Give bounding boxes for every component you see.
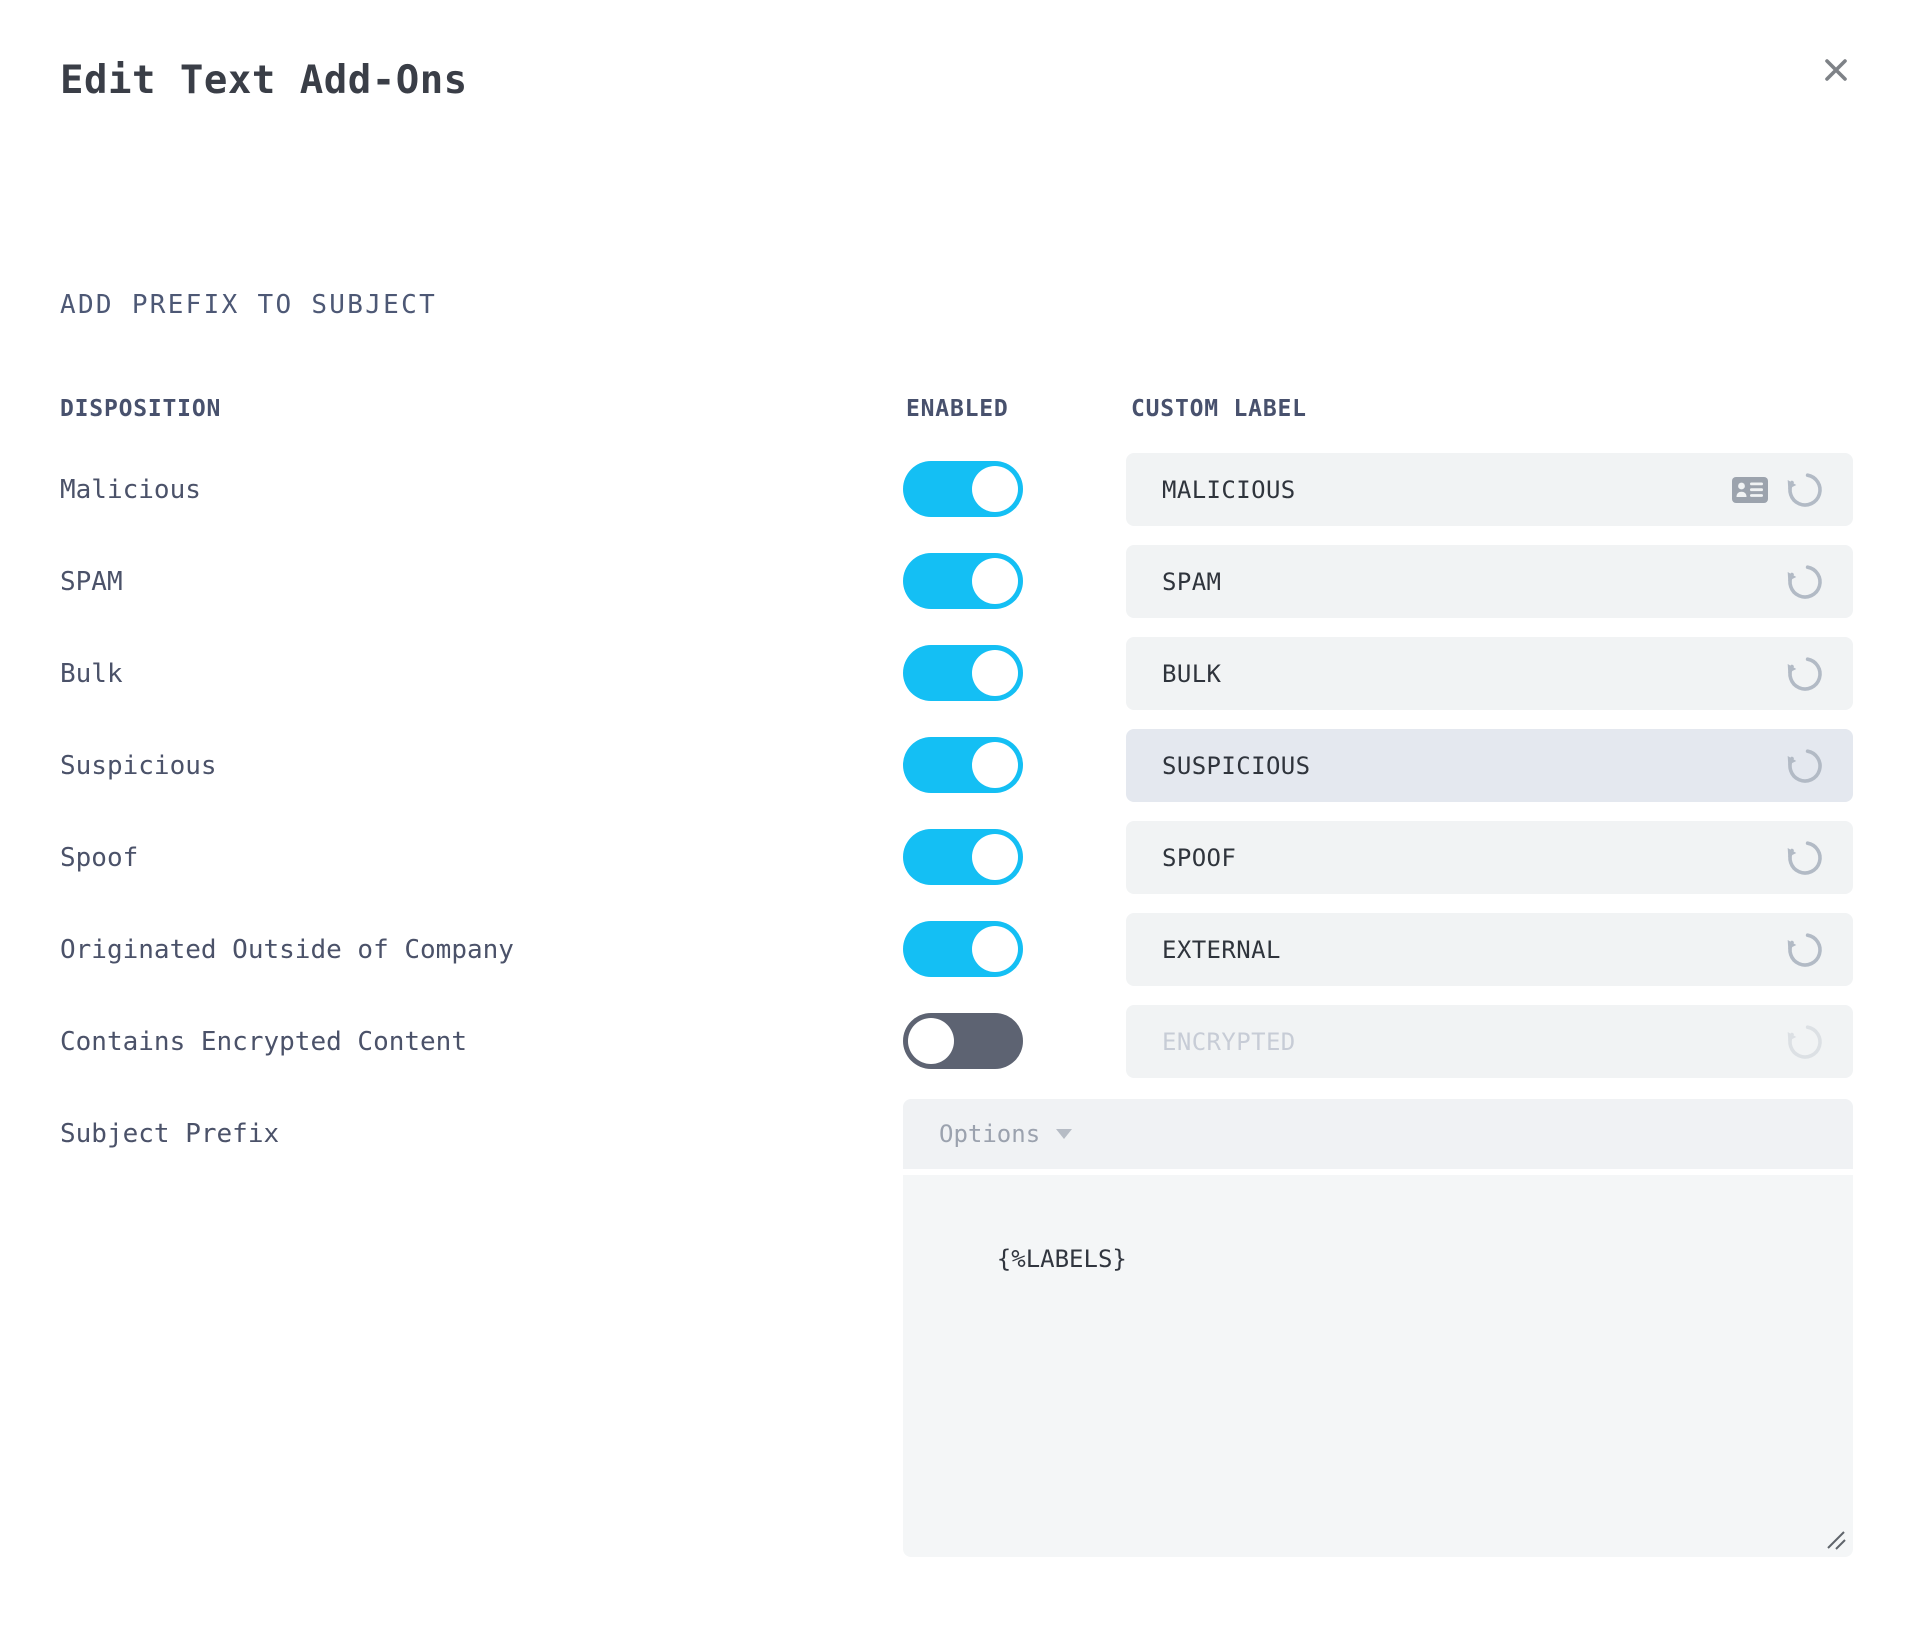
disposition-label: SPAM	[60, 566, 123, 597]
field-icons	[1783, 913, 1827, 986]
custom-label-field[interactable]: EXTERNAL	[1126, 913, 1853, 986]
reset-label-icon[interactable]	[1783, 468, 1827, 512]
enabled-toggle[interactable]	[903, 1013, 1023, 1069]
section-heading: ADD PREFIX TO SUBJECT	[60, 290, 438, 320]
field-icons	[1783, 637, 1827, 710]
chevron-down-icon	[1056, 1129, 1073, 1139]
disposition-row: Bulk BULK	[0, 637, 1908, 710]
close-button[interactable]	[1812, 46, 1860, 94]
page-title: Edit Text Add-Ons	[60, 58, 468, 103]
close-icon	[1825, 59, 1847, 81]
reset-label-icon[interactable]	[1783, 560, 1827, 604]
reset-label-icon[interactable]	[1783, 744, 1827, 788]
resize-handle-icon[interactable]	[1823, 1527, 1847, 1551]
column-headers: DISPOSITION ENABLED CUSTOM LABEL	[0, 396, 1908, 426]
custom-label-field[interactable]: MALICIOUS	[1126, 453, 1853, 526]
disposition-label: Originated Outside of Company	[60, 934, 514, 965]
contact-card-icon[interactable]	[1731, 475, 1769, 505]
enabled-toggle[interactable]	[903, 921, 1023, 977]
subject-prefix-value: {%LABELS}	[996, 1245, 1127, 1273]
reset-label-icon[interactable]	[1783, 1020, 1827, 1064]
enabled-toggle[interactable]	[903, 553, 1023, 609]
column-header-custom-label: CUSTOM LABEL	[1131, 396, 1307, 422]
disposition-row: Malicious MALICIOUS	[0, 453, 1908, 526]
enabled-toggle[interactable]	[903, 737, 1023, 793]
custom-label-value: ENCRYPTED	[1162, 1027, 1296, 1056]
custom-label-value: SPAM	[1162, 567, 1222, 596]
custom-label-value: SUSPICIOUS	[1162, 751, 1311, 780]
field-icons	[1731, 453, 1827, 526]
subject-prefix-textarea[interactable]: {%LABELS}	[903, 1175, 1853, 1557]
toggle-knob	[972, 466, 1018, 512]
enabled-toggle[interactable]	[903, 461, 1023, 517]
custom-label-field[interactable]: SPOOF	[1126, 821, 1853, 894]
disposition-row: Spoof SPOOF	[0, 821, 1908, 894]
disposition-label: Contains Encrypted Content	[60, 1026, 467, 1057]
custom-label-field[interactable]: BULK	[1126, 637, 1853, 710]
options-dropdown-label: Options	[939, 1120, 1041, 1148]
toggle-knob	[972, 834, 1018, 880]
options-dropdown[interactable]: Options	[903, 1099, 1853, 1169]
disposition-row: Suspicious SUSPICIOUS	[0, 729, 1908, 802]
toggle-knob	[972, 926, 1018, 972]
disposition-label: Suspicious	[60, 750, 217, 781]
field-icons	[1783, 545, 1827, 618]
column-header-enabled: ENABLED	[906, 396, 1009, 422]
disposition-rows: Malicious MALICIOUS	[0, 453, 1908, 1097]
disposition-label: Spoof	[60, 842, 139, 873]
disposition-row: Originated Outside of Company EXTERNAL	[0, 913, 1908, 986]
toggle-knob	[908, 1018, 954, 1064]
field-icons	[1783, 821, 1827, 894]
field-icons	[1783, 1005, 1827, 1078]
custom-label-value: EXTERNAL	[1162, 935, 1281, 964]
custom-label-field[interactable]: SUSPICIOUS	[1126, 729, 1853, 802]
reset-label-icon[interactable]	[1783, 928, 1827, 972]
custom-label-value: BULK	[1162, 659, 1222, 688]
reset-label-icon[interactable]	[1783, 836, 1827, 880]
field-icons	[1783, 729, 1827, 802]
custom-label-value: SPOOF	[1162, 843, 1237, 872]
enabled-toggle[interactable]	[903, 645, 1023, 701]
enabled-toggle[interactable]	[903, 829, 1023, 885]
column-header-disposition: DISPOSITION	[60, 396, 222, 422]
disposition-row: SPAM SPAM	[0, 545, 1908, 618]
disposition-label: Bulk	[60, 658, 123, 689]
reset-label-icon[interactable]	[1783, 652, 1827, 696]
disposition-row: Contains Encrypted Content ENCRYPTED	[0, 1005, 1908, 1078]
subject-prefix-label: Subject Prefix	[60, 1119, 280, 1149]
custom-label-field[interactable]: ENCRYPTED	[1126, 1005, 1853, 1078]
toggle-knob	[972, 558, 1018, 604]
custom-label-value: MALICIOUS	[1162, 475, 1296, 504]
disposition-label: Malicious	[60, 474, 201, 505]
custom-label-field[interactable]: SPAM	[1126, 545, 1853, 618]
toggle-knob	[972, 650, 1018, 696]
toggle-knob	[972, 742, 1018, 788]
